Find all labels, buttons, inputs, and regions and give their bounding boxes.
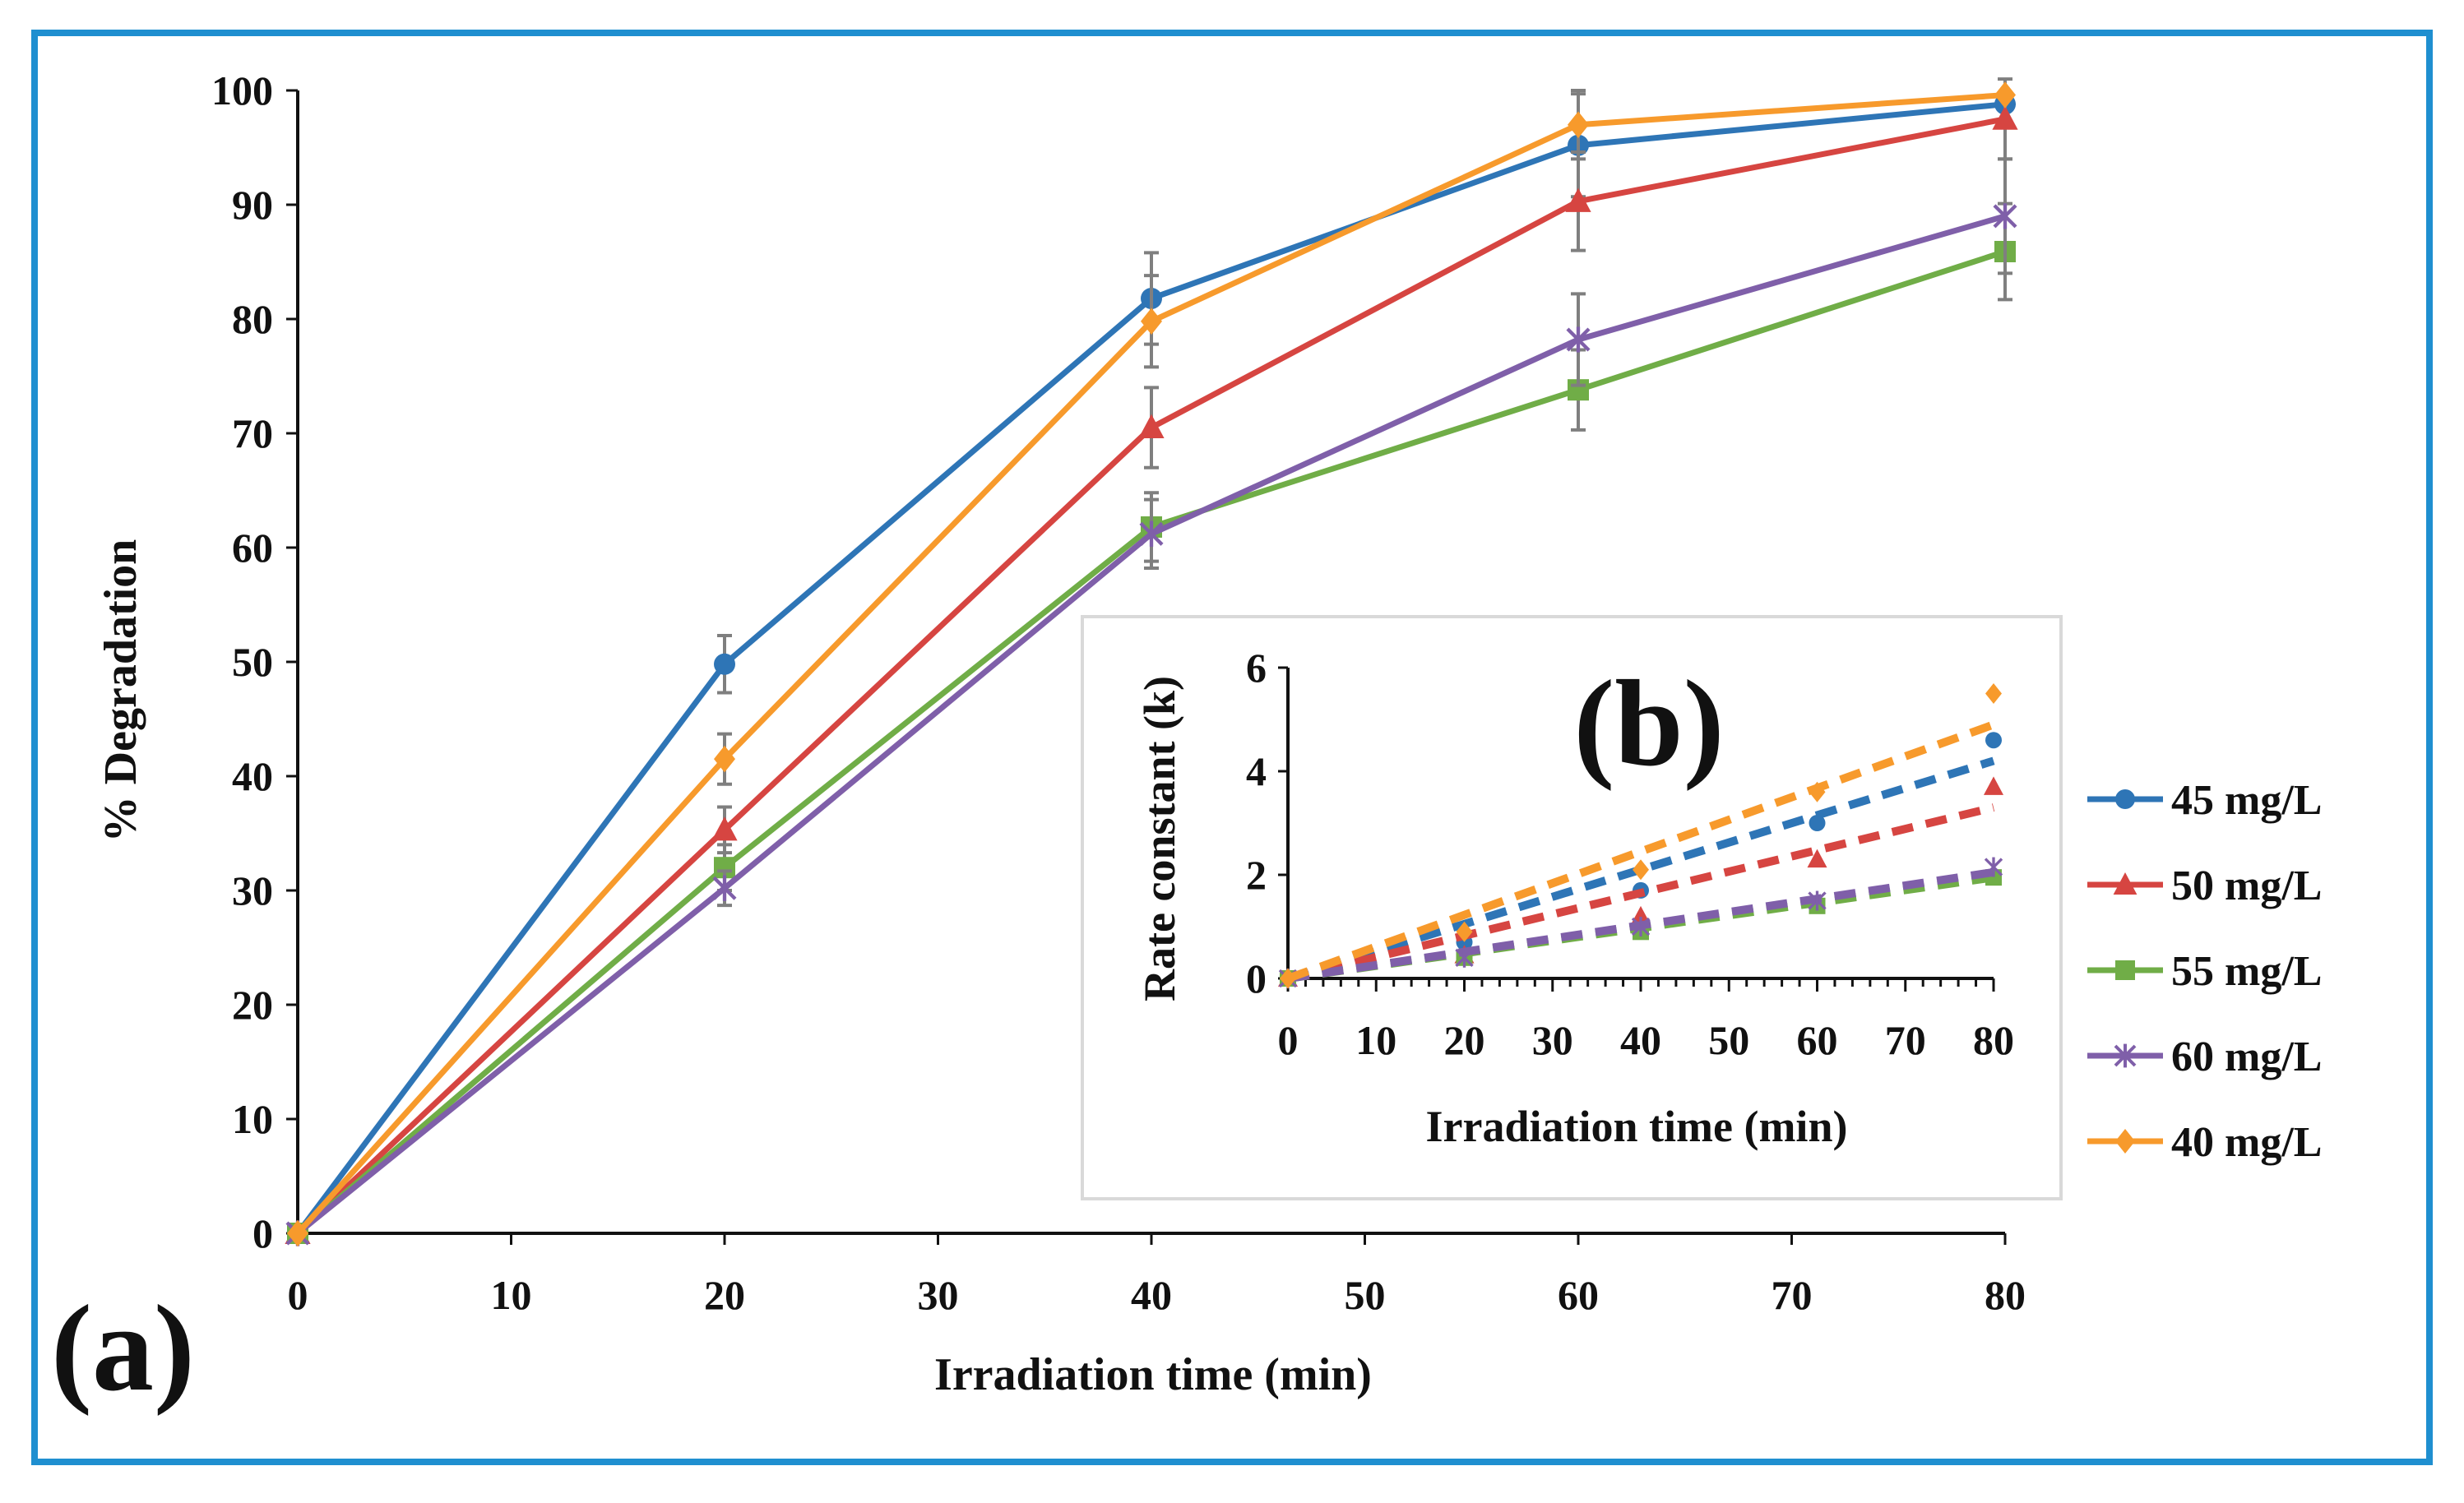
- main-y-tick-label: 80: [232, 296, 273, 342]
- main-x-tick-label: 80: [1985, 1272, 2026, 1318]
- inset-data-point: [1985, 683, 2002, 704]
- inset-x-tick-label: 30: [1532, 1017, 1573, 1063]
- main-series: [285, 77, 2018, 1247]
- inset-x-tick-label: 10: [1355, 1017, 1396, 1063]
- legend-item: 55 mg/L: [2087, 948, 2322, 995]
- main-x-tick-label: 10: [491, 1272, 532, 1318]
- data-point: [711, 816, 738, 841]
- inset-data-point: [1631, 917, 1651, 936]
- inset-x-tick-label: 0: [1278, 1017, 1299, 1063]
- legend-swatch-marker: [2115, 960, 2135, 980]
- data-point: [712, 875, 737, 901]
- inset-y-axis-title: Rate constant (k): [1135, 676, 1184, 1001]
- inset-data-point: [1455, 947, 1474, 968]
- data-point: [1993, 203, 2017, 229]
- panel-label-a: (a): [51, 1280, 195, 1417]
- inset-data-point: [1984, 857, 2003, 877]
- legend-item: 40 mg/L: [2087, 1119, 2322, 1166]
- main-y-tick-label: 90: [232, 182, 273, 228]
- data-point: [1994, 81, 2016, 109]
- main-y-tick-label: 10: [232, 1096, 273, 1142]
- inset-data-point: [1807, 849, 1827, 868]
- inset-data-point: [1809, 781, 1826, 802]
- inset-series: [1278, 683, 2003, 989]
- legend-label: 50 mg/L: [2171, 862, 2322, 909]
- inset-x-axis-title: Irradiation time (min): [1426, 1102, 1848, 1151]
- data-point: [1568, 111, 1589, 138]
- inset-x-tick-label: 60: [1797, 1017, 1838, 1063]
- inset-x-tick-label: 40: [1620, 1017, 1661, 1063]
- legend-label: 55 mg/L: [2171, 948, 2322, 995]
- legend: 45 mg/L 50 mg/L 55 mg/L 60 mg/L 40 mg/L: [2087, 777, 2322, 1166]
- main-y-tick-label: 20: [232, 982, 273, 1028]
- series-40-mg-l: [287, 81, 2016, 1247]
- panel-label-b: (b): [1573, 655, 1724, 792]
- data-point: [1566, 326, 1591, 353]
- inset-data-point: [1280, 968, 1296, 989]
- legend-item: 45 mg/L: [2087, 777, 2322, 824]
- inset-data-point: [1456, 921, 1473, 942]
- main-x-tick-label: 50: [1345, 1272, 1386, 1318]
- data-point: [1139, 520, 1164, 547]
- inset-x-tick-label: 70: [1885, 1017, 1926, 1063]
- inset-y-tick-label: 4: [1246, 748, 1267, 794]
- inset-data-point: [1809, 815, 1826, 831]
- data-point: [714, 653, 735, 675]
- inset-data-point: [1985, 732, 2002, 749]
- data-point: [1141, 308, 1162, 335]
- inset-x-tick-label: 50: [1708, 1017, 1749, 1063]
- main-y-axis-title: % Degradation: [95, 539, 146, 843]
- main-y-tick-label: 0: [252, 1210, 273, 1256]
- inset-series-40-mg-l: [1280, 683, 2002, 989]
- inset-y-tick-label: 6: [1246, 645, 1267, 691]
- main-y-tick-label: 60: [232, 525, 273, 571]
- main-y-tick-label: 100: [211, 67, 273, 113]
- main-y-tick-label: 50: [232, 639, 273, 685]
- legend-item: 50 mg/L: [2087, 862, 2322, 909]
- inset-series-60-mg-l: [1278, 857, 2003, 988]
- data-point: [714, 745, 735, 773]
- legend-label: 45 mg/L: [2171, 777, 2322, 824]
- inset-y-tick-label: 0: [1246, 955, 1267, 1001]
- legend-item: 60 mg/L: [2087, 1034, 2322, 1080]
- data-point: [287, 1219, 308, 1247]
- inset-x-tick-label: 20: [1444, 1017, 1485, 1063]
- main-y-tick-label: 70: [232, 410, 273, 456]
- legend-swatch-marker: [2114, 1043, 2137, 1068]
- legend-swatch-marker: [2113, 872, 2137, 895]
- main-x-tick-label: 40: [1131, 1272, 1172, 1318]
- legend-swatch-marker: [2115, 789, 2135, 809]
- inset-data-point: [1984, 776, 2003, 795]
- main-y-tick-label: 40: [232, 753, 273, 799]
- data-point: [1565, 187, 1591, 212]
- data-point: [1138, 414, 1165, 439]
- main-x-tick-label: 0: [288, 1272, 308, 1318]
- main-x-axis-title: Irradiation time (min): [934, 1349, 1372, 1400]
- inset-data-point: [1808, 890, 1827, 911]
- main-y-tick-label: 30: [232, 867, 273, 913]
- inset-trend-line: [1286, 803, 1995, 983]
- inset-trend-line: [1286, 756, 1995, 983]
- main-x-tick-label: 20: [704, 1272, 745, 1318]
- series-50-mg-l: [285, 77, 2018, 1244]
- figure-frame: [31, 30, 2433, 1465]
- inset-y-tick-label: 2: [1246, 852, 1267, 898]
- inset-data-point: [1633, 859, 1649, 881]
- main-x-tick-label: 30: [918, 1272, 959, 1318]
- main-x-tick-label: 60: [1558, 1272, 1599, 1318]
- inset-trend-line: [1286, 720, 1995, 983]
- legend-swatch-marker: [2115, 1129, 2135, 1154]
- legend-label: 60 mg/L: [2171, 1034, 2322, 1080]
- legend-label: 40 mg/L: [2171, 1119, 2322, 1166]
- data-point: [1992, 105, 2018, 130]
- inset-x-tick-label: 80: [1973, 1017, 2014, 1063]
- main-x-tick-label: 70: [1772, 1272, 1813, 1318]
